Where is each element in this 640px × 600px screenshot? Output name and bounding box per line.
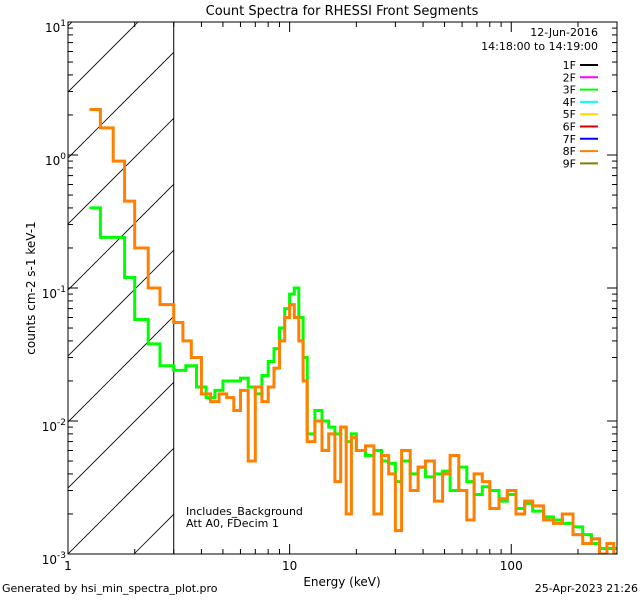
hatch-line <box>68 381 174 489</box>
hatch-line <box>68 51 174 159</box>
y-tick-label: 10-2 <box>42 418 66 434</box>
hatch-line <box>0 22 6 554</box>
series-layer <box>89 108 617 554</box>
footer-timestamp: 25-Apr-2023 21:26 <box>534 582 638 595</box>
legend-label-6F: 6F <box>563 121 576 134</box>
chart-title: Count Spectra for RHESSI Front Segments <box>206 4 479 19</box>
legend-label-3F: 3F <box>563 84 576 97</box>
legend-label-2F: 2F <box>563 71 576 84</box>
hatch-line <box>68 447 174 554</box>
annotation-attenuator: Att A0, FDecim 1 <box>186 517 279 530</box>
series-line-8F <box>89 108 617 554</box>
x-axis-label: Energy (keV) <box>303 575 380 589</box>
x-tick-label-1: 1 <box>64 559 72 573</box>
y-tick-label: 10-3 <box>42 551 66 567</box>
footer-generator: Generated by hsi_min_spectra_plot.pro <box>2 582 218 595</box>
y-tick-label: 101 <box>45 19 66 35</box>
legend-label-4F: 4F <box>563 96 576 109</box>
annotation-background: Includes_Background <box>186 505 303 518</box>
axis-ticks <box>67 22 618 555</box>
legend-label-1F: 1F <box>563 59 576 72</box>
legend-label-8F: 8F <box>563 145 576 158</box>
header-date: 12-Jun-2016 <box>530 26 598 39</box>
y-tick-label: 100 <box>45 152 66 168</box>
header-time-range: 14:18:00 to 14:19:00 <box>481 40 598 53</box>
x-tick-label-10: 10 <box>282 559 297 573</box>
legend-label-5F: 5F <box>563 108 576 121</box>
y-tick-label: 10-1 <box>42 285 66 301</box>
legend-label-9F: 9F <box>563 157 576 170</box>
y-axis-label: counts cm-2 s-1 keV-1 <box>24 221 38 354</box>
x-tick-label-100: 100 <box>500 559 523 573</box>
legend-label-7F: 7F <box>563 133 576 146</box>
